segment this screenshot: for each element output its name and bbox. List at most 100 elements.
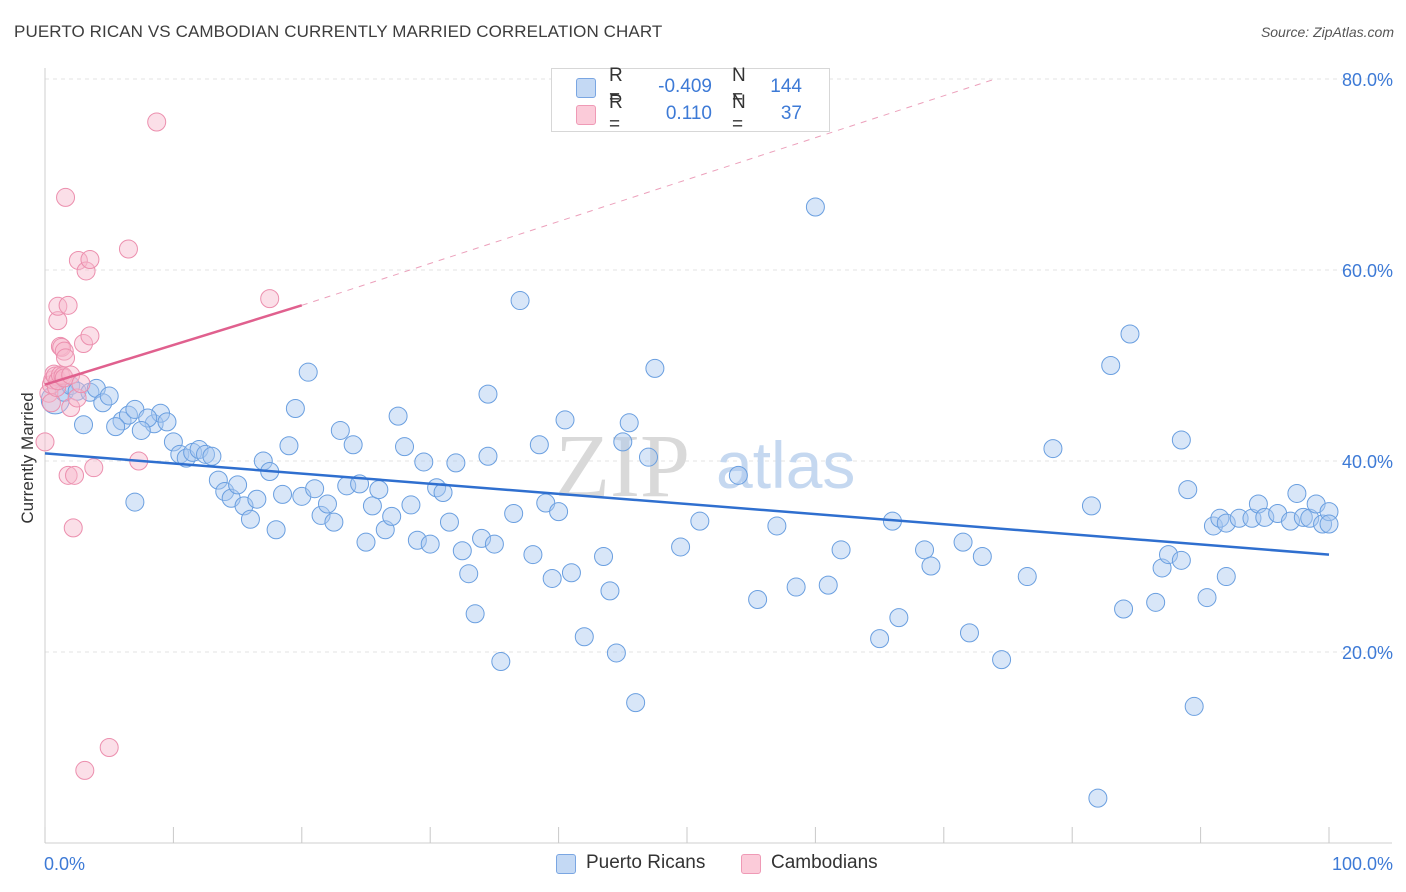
data-point-puerto-rican	[1178, 480, 1198, 500]
data-point-puerto-rican	[478, 384, 498, 404]
data-point-cambodian	[56, 187, 76, 207]
data-point-puerto-rican	[992, 650, 1012, 670]
legend-r-label: R =	[609, 92, 623, 135]
data-point-puerto-rican	[555, 410, 575, 430]
data-point-puerto-rican	[1017, 567, 1037, 587]
data-point-cambodian	[118, 239, 138, 259]
data-point-puerto-rican	[369, 480, 389, 500]
data-point-puerto-rican	[606, 643, 626, 663]
data-point-puerto-rican	[343, 435, 363, 455]
data-point-puerto-rican	[240, 509, 260, 529]
trend-lines	[44, 78, 1330, 556]
data-point-puerto-rican	[196, 444, 215, 464]
data-point-puerto-rican	[99, 386, 119, 406]
data-point-puerto-rican	[1287, 483, 1307, 503]
data-point-puerto-rican	[510, 291, 530, 311]
data-point-puerto-rican	[1081, 496, 1101, 516]
legend-r-label: R =	[609, 65, 623, 108]
data-point-puerto-rican	[1293, 507, 1313, 527]
data-point-puerto-rican	[324, 512, 344, 532]
data-point-puerto-rican	[106, 417, 126, 437]
data-point-cambodian	[58, 295, 78, 315]
data-point-cambodian	[48, 296, 68, 316]
cambodian-points	[35, 112, 280, 780]
puerto-rican-points	[40, 197, 1339, 808]
legend-swatch-blue	[576, 78, 596, 98]
data-point-puerto-rican	[484, 534, 504, 554]
bottom-legend-swatch-blue	[556, 854, 576, 874]
data-point-puerto-rican	[446, 453, 466, 473]
data-point-puerto-rican	[889, 608, 909, 628]
data-point-puerto-rican	[1216, 567, 1236, 587]
data-point-puerto-rican	[1197, 588, 1217, 608]
data-point-cambodian	[99, 738, 119, 757]
data-point-puerto-rican	[748, 589, 768, 609]
y-tick-label: 20.0%	[1342, 643, 1393, 663]
data-point-puerto-rican	[202, 446, 222, 466]
data-point-cambodian	[58, 465, 78, 485]
trend-line-cambodians	[44, 304, 303, 386]
x-tick-labels: 0.0% 100.0%	[44, 854, 1393, 874]
data-point-puerto-rican	[452, 541, 472, 561]
data-point-puerto-rican	[1255, 507, 1275, 527]
gridlines	[45, 78, 1392, 653]
data-point-cambodian	[84, 458, 104, 478]
data-point-puerto-rican	[414, 452, 434, 472]
data-point-puerto-rican	[1184, 696, 1204, 716]
data-point-puerto-rican	[74, 415, 94, 435]
data-point-cambodian	[48, 311, 68, 331]
data-point-cambodian	[75, 760, 95, 780]
data-point-puerto-rican	[138, 408, 158, 428]
data-point-puerto-rican	[1043, 439, 1063, 459]
data-point-puerto-rican	[805, 197, 825, 217]
data-point-puerto-rican	[1203, 516, 1223, 536]
y-axis-title: Currently Married	[18, 392, 37, 523]
data-point-puerto-rican	[619, 413, 639, 433]
data-point-puerto-rican	[870, 629, 890, 649]
watermark-atlas: atlas	[716, 428, 855, 502]
data-point-puerto-rican	[305, 479, 325, 499]
data-point-puerto-rican	[459, 564, 479, 584]
data-point-puerto-rican	[131, 420, 151, 440]
source-credit: Source: ZipAtlas.com	[1260, 24, 1394, 40]
data-point-puerto-rican	[208, 470, 228, 490]
data-point-puerto-rican	[1088, 788, 1108, 808]
data-point-puerto-rican	[330, 420, 350, 440]
bottom-legend-swatch-pink	[741, 854, 761, 874]
data-point-puerto-rican	[1216, 513, 1236, 533]
data-point-puerto-rican	[356, 532, 376, 552]
data-point-cambodian	[63, 518, 83, 538]
trend-line-cambodians-extended	[301, 78, 996, 306]
data-point-puerto-rican	[561, 563, 581, 583]
data-point-puerto-rican	[298, 362, 318, 382]
x-tick-label: 0.0%	[44, 854, 85, 874]
y-tick-labels: 20.0% 40.0% 60.0% 80.0%	[1342, 70, 1393, 663]
data-point-puerto-rican	[407, 530, 427, 550]
data-point-puerto-rican	[972, 547, 992, 566]
data-point-puerto-rican	[1120, 324, 1140, 344]
data-point-puerto-rican	[600, 581, 620, 601]
data-point-puerto-rican	[818, 575, 838, 595]
data-point-puerto-rican	[285, 398, 305, 418]
data-point-puerto-rican	[915, 540, 935, 560]
data-point-puerto-rican	[247, 489, 267, 509]
data-point-puerto-rican	[638, 447, 658, 467]
data-point-puerto-rican	[163, 432, 183, 452]
data-point-puerto-rican	[401, 495, 421, 515]
data-point-puerto-rican	[953, 532, 973, 552]
y-tick-label: 80.0%	[1342, 70, 1393, 90]
data-point-puerto-rican	[1101, 356, 1121, 375]
data-point-cambodian	[76, 261, 96, 281]
data-point-puerto-rican	[1171, 550, 1191, 570]
data-point-puerto-rican	[1146, 592, 1166, 612]
data-point-puerto-rican	[504, 504, 524, 524]
watermark-zip: ZIP	[555, 417, 690, 516]
data-point-puerto-rican	[273, 484, 293, 504]
data-point-cambodian	[260, 289, 280, 309]
y-tick-label: 40.0%	[1342, 452, 1393, 472]
data-point-puerto-rican	[388, 406, 408, 426]
data-point-puerto-rican	[439, 512, 459, 532]
data-point-cambodian	[35, 432, 55, 452]
data-point-cambodian	[80, 249, 100, 269]
